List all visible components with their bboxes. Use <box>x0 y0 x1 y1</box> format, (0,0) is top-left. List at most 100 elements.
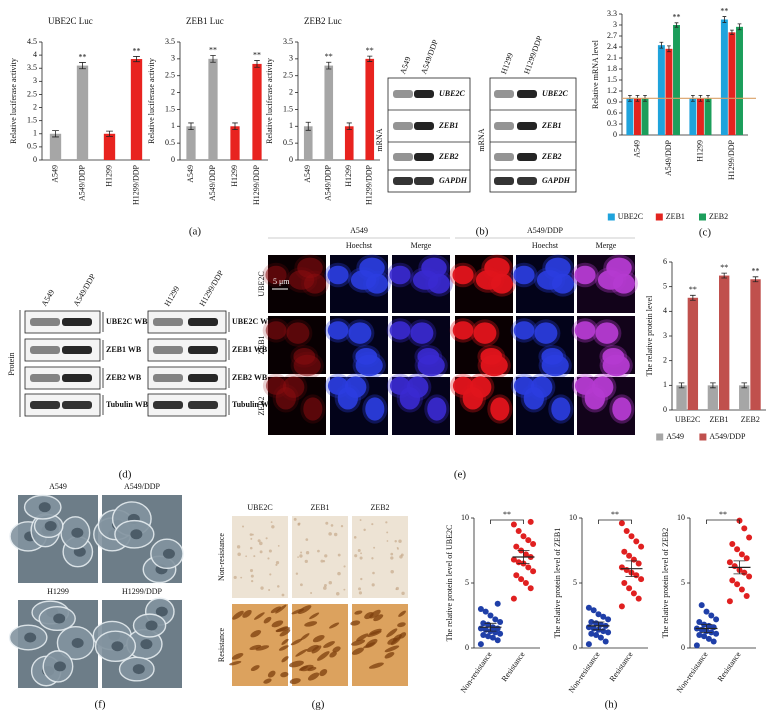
blot-row-label: Tubulin WB <box>232 400 275 409</box>
ihc-stain <box>368 662 384 669</box>
data-point <box>593 632 600 638</box>
ihc-speck <box>253 555 256 558</box>
nucleus <box>410 322 434 344</box>
ihc-speck <box>268 588 271 592</box>
nucleus <box>327 321 349 340</box>
nucleus <box>344 376 367 398</box>
ihc-stain <box>363 642 376 649</box>
y-tick-label: 0 <box>171 155 175 164</box>
ihc-speck <box>237 552 241 557</box>
y-tick-label: 1 <box>663 380 667 389</box>
bar <box>739 385 750 410</box>
blot-band <box>494 90 514 98</box>
bar <box>657 45 665 135</box>
ihc-stain <box>311 645 322 654</box>
blot-band <box>414 122 434 130</box>
ihc-speck <box>249 568 254 573</box>
data-point <box>590 607 597 614</box>
ihc-stain <box>304 621 318 627</box>
ihc-stain <box>397 622 406 628</box>
significance: ** <box>366 46 374 55</box>
nucleus <box>365 397 385 421</box>
cell-nucleus <box>140 639 153 650</box>
blot-column-label: A549/DDP <box>419 38 440 75</box>
panel-label: (d) <box>119 469 132 481</box>
significance: ** <box>611 510 619 519</box>
blot-side-label: mRNA <box>477 128 486 151</box>
panel-label: (h) <box>605 699 618 711</box>
data-point <box>585 641 592 648</box>
ihc-stain <box>329 622 340 629</box>
bar <box>707 385 719 410</box>
data-point <box>734 546 741 553</box>
x-tick-label: H1299 <box>696 140 705 162</box>
nucleus <box>530 376 553 398</box>
ihc-stain <box>384 645 400 653</box>
error-bar <box>232 122 238 131</box>
data-point <box>585 624 592 631</box>
ihc-stain <box>249 644 262 650</box>
ihc-speck <box>310 591 313 594</box>
ihc-speck <box>401 591 405 596</box>
y-tick-label: 1 <box>33 129 37 138</box>
ihc-speck <box>277 544 280 547</box>
cell-nucleus <box>44 521 57 532</box>
bar <box>720 19 728 135</box>
ihc-speck <box>322 559 326 563</box>
ihc-speck <box>267 557 270 560</box>
ihc-stain <box>309 612 320 620</box>
data-point <box>513 543 520 550</box>
ihc-speck <box>260 586 264 590</box>
y-axis-label: The relative protein level of ZEB2 <box>661 528 670 638</box>
y-tick-label: 3.5 <box>27 63 37 72</box>
error-bar <box>133 56 140 63</box>
blot-band <box>30 346 60 354</box>
data-point <box>525 537 532 544</box>
ihc-speck <box>363 528 366 532</box>
ihc-stain <box>263 678 272 684</box>
row-label: Non-resistance <box>217 533 226 581</box>
blot-band <box>517 153 537 161</box>
bar <box>750 279 761 410</box>
x-tick-label: A549/DDP <box>664 139 673 176</box>
data-point <box>638 543 645 550</box>
data-point <box>513 572 520 579</box>
bar <box>704 98 712 135</box>
data-point <box>477 606 484 612</box>
ihc-speck <box>233 575 237 580</box>
ihc-stain <box>356 633 369 642</box>
nucleus <box>513 321 535 340</box>
x-tick-label: A549/DDP <box>324 164 333 201</box>
error-bar <box>625 560 638 577</box>
significance: ** <box>720 263 728 272</box>
y-axis-label: Relative mRNA level <box>591 39 600 109</box>
error-bar <box>346 122 352 131</box>
bar <box>673 25 680 135</box>
ihc-stain <box>278 645 289 651</box>
ihc-speck <box>271 525 275 529</box>
ihc-speck <box>305 538 309 541</box>
legend-swatch <box>607 213 615 221</box>
panel-label: (e) <box>454 469 467 481</box>
ihc-stain <box>297 605 312 615</box>
bar <box>719 275 730 410</box>
blot-band <box>517 122 537 130</box>
data-point <box>527 518 534 525</box>
ihc-speck <box>360 552 362 555</box>
row-label: UBE2C <box>257 271 266 296</box>
y-tick-label: 0 <box>663 405 667 414</box>
blot-column-label: A549/DDP <box>72 272 98 308</box>
x-tick-label: Non-resistance <box>567 650 602 695</box>
nucleus <box>534 322 558 344</box>
y-tick-label: 3 <box>33 76 37 85</box>
x-tick-label: H1299/DDP <box>727 139 736 180</box>
error-bar <box>721 272 728 279</box>
row-label: ZEB2 <box>257 396 266 415</box>
significance: ** <box>720 6 728 15</box>
error-bar <box>667 45 671 53</box>
nucleus <box>303 273 326 294</box>
panel-label: (c) <box>699 227 712 239</box>
y-axis-label: Relative luciferase activity <box>9 58 18 144</box>
ihc-speck <box>293 517 297 521</box>
cell-nucleus <box>145 620 158 631</box>
